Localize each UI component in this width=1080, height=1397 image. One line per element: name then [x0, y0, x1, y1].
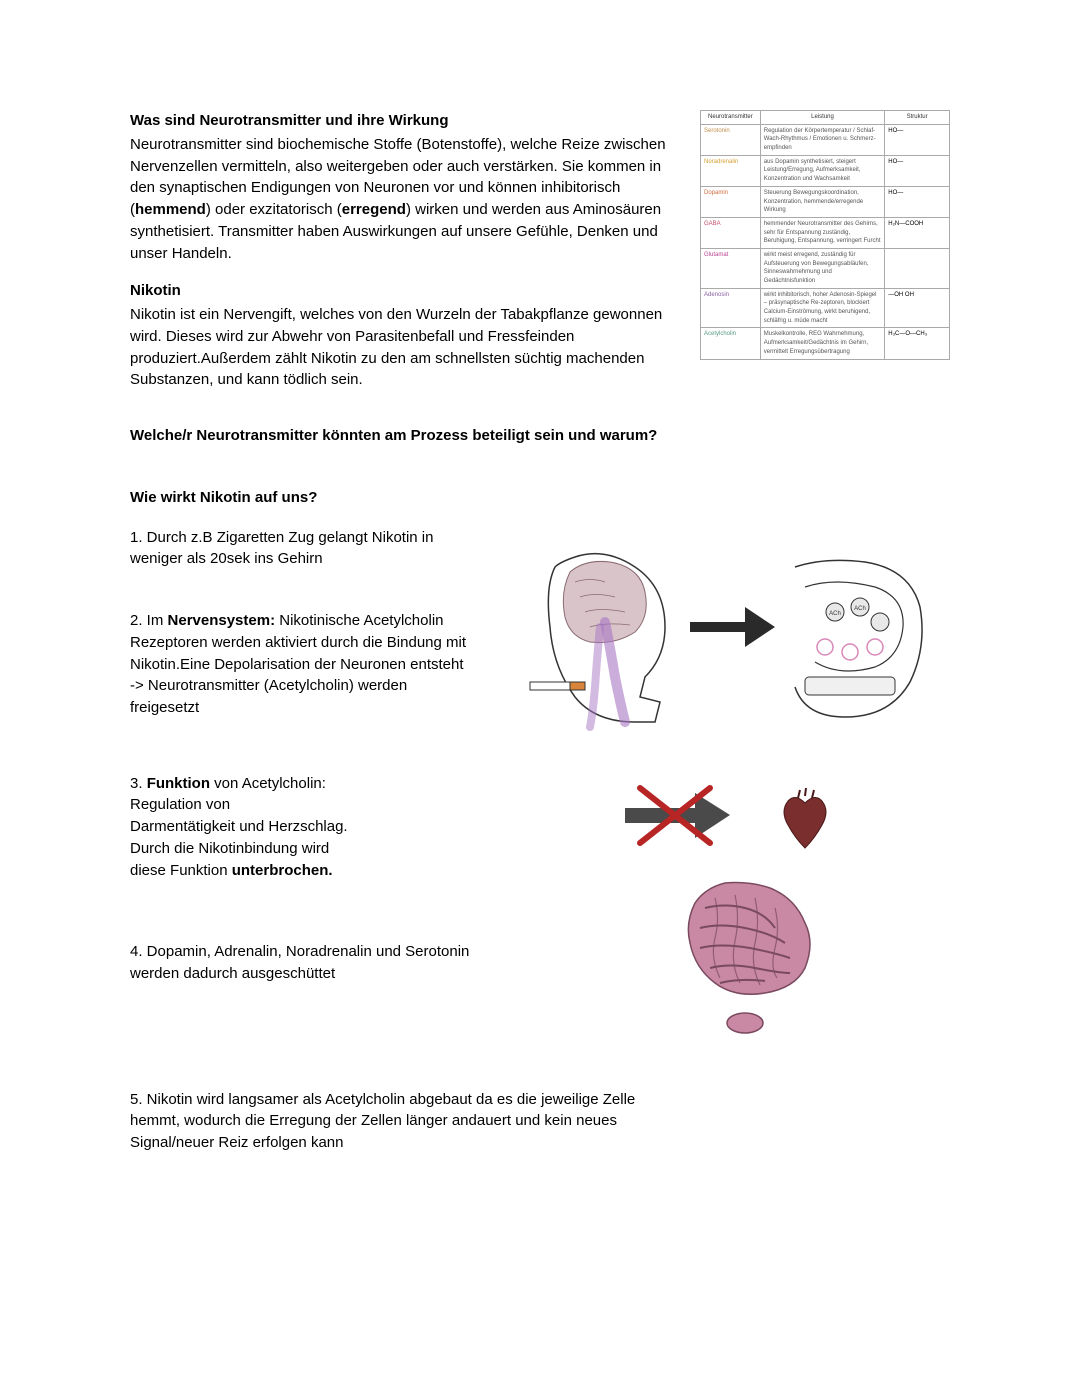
step4-text: 4. Dopamin, Adrenalin, Noradrenalin und … [130, 941, 470, 985]
svg-text:ACh: ACh [829, 611, 841, 617]
table-row: SerotoninRegulation der Körpertemperatur… [701, 124, 950, 155]
para-nikotin: Nikotin ist ein Nervengift, welches von … [130, 304, 680, 391]
nt-struct-cell: H₂N—COOH [885, 217, 950, 248]
step3-d: Regulation von [130, 796, 230, 813]
step2-a: 2. Im [130, 612, 168, 629]
svg-text:ACh: ACh [854, 606, 866, 612]
question-neurotransmitter: Welche/r Neurotransmitter könnten am Pro… [130, 425, 950, 447]
nt-th-name: Neurotransmitter [701, 111, 761, 125]
nt-desc-cell: Regulation der Körpertemperatur / Schlaf… [760, 124, 885, 155]
nt-struct-cell: HO— [885, 186, 950, 217]
nt-desc-cell: wirkt inhibitorisch, hoher Adenosin-Spie… [760, 288, 885, 328]
heading-wirkung: Wie wirkt Nikotin auf uns? [130, 487, 950, 509]
step1-text: 1. Durch z.B Zigaretten Zug gelangt Niko… [130, 527, 470, 571]
table-row: GABAhemmender Neurotransmitter des Gehir… [701, 217, 950, 248]
table-row: DopaminSteuerung Bewegungskoordination, … [701, 186, 950, 217]
heading-neurotransmitter: Was sind Neurotransmitter und ihre Wirku… [130, 110, 680, 132]
nt-struct-cell: —OH OH [885, 288, 950, 328]
table-row: Adenosinwirkt inhibitorisch, hoher Adeno… [701, 288, 950, 328]
nt-name-cell: GABA [701, 217, 761, 248]
nt-name-cell: Glutamat [701, 248, 761, 288]
nt-desc-cell: Muskelkontrolle, REG Wahrnehmung, Aufmer… [760, 328, 885, 359]
organ-diagram [565, 773, 885, 1053]
step3-g: diese Funktion [130, 862, 232, 879]
nt-desc-cell: hemmender Neurotransmitter des Gehirns, … [760, 217, 885, 248]
step3-c: von Acetylcholin: [210, 775, 326, 792]
step3-f: Durch die Nikotinbindung wird [130, 840, 329, 857]
nt-struct-cell: HO— [885, 155, 950, 186]
para1-erregend: erregend [342, 201, 406, 218]
nt-desc-cell: aus Dopamin synthetisiert, steigert Leis… [760, 155, 885, 186]
step3-funktion: Funktion [147, 775, 210, 792]
step3-text: 3. Funktion von Acetylcholin: Regulation… [130, 773, 470, 882]
nt-th-desc: Leistung [760, 111, 885, 125]
nt-th-struct: Struktur [885, 111, 950, 125]
brain-synapse-diagram: ACh ACh [515, 527, 935, 737]
step3-a: 3. [130, 775, 147, 792]
nt-name-cell: Acetylcholin [701, 328, 761, 359]
nt-desc-cell: Steuerung Bewegungskoordination, Konzent… [760, 186, 885, 217]
table-row: Glutamatwirkt meist erregend, zuständig … [701, 248, 950, 288]
para-neurotransmitter: Neurotransmitter sind biochemische Stoff… [130, 134, 680, 265]
step3-e: Darmentätigkeit und Herzschlag. [130, 818, 348, 835]
table-row: Noradrenalinaus Dopamin synthetisiert, s… [701, 155, 950, 186]
nt-name-cell: Adenosin [701, 288, 761, 328]
nt-name-cell: Dopamin [701, 186, 761, 217]
nt-desc-cell: wirkt meist erregend, zuständig für Aufs… [760, 248, 885, 288]
nt-struct-cell: HO— [885, 124, 950, 155]
nt-name-cell: Noradrenalin [701, 155, 761, 186]
step2-text: 2. Im Nervensystem: Nikotinische Acetylc… [130, 610, 470, 719]
nt-struct-cell: H₃C—O—CH₃ [885, 328, 950, 359]
step2-nervensystem: Nervensystem: [168, 612, 276, 629]
heading-nikotin: Nikotin [130, 280, 680, 302]
nt-struct-cell [885, 248, 950, 288]
para1-c: ) oder exzitatorisch ( [206, 201, 342, 218]
step5-text: 5. Nikotin wird langsamer als Acetylchol… [130, 1089, 650, 1154]
step3-unterbrochen: unterbrochen. [232, 862, 333, 879]
nt-name-cell: Serotonin [701, 124, 761, 155]
neurotransmitter-table: Neurotransmitter Leistung Struktur Serot… [700, 110, 950, 360]
table-row: AcetylcholinMuskelkontrolle, REG Wahrneh… [701, 328, 950, 359]
para1-hemmend: hemmend [135, 201, 206, 218]
